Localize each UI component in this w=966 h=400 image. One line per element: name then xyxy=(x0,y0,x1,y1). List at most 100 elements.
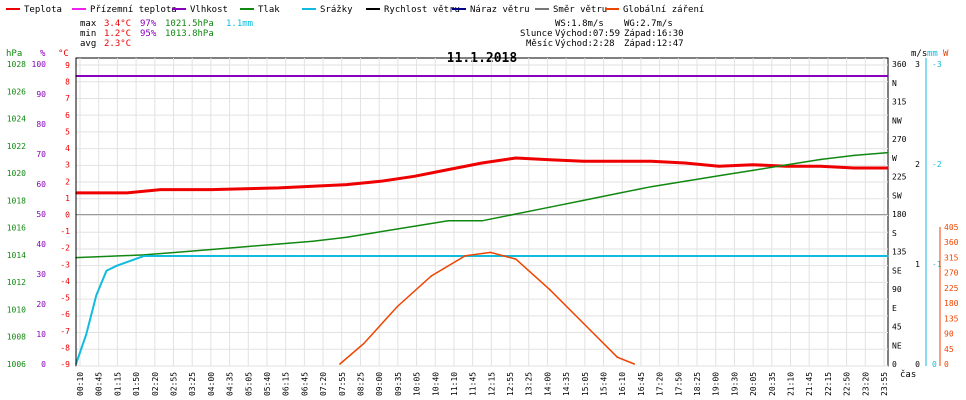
data-point xyxy=(345,183,348,186)
pct-tick: 90 xyxy=(36,90,46,99)
pct-tick: 30 xyxy=(36,270,46,279)
data-point xyxy=(159,188,162,191)
data-point xyxy=(650,185,652,188)
sun-label: Slunce xyxy=(520,29,553,39)
time-tick: 07:20 xyxy=(319,372,328,396)
wind-speed: WS:1.8m/s xyxy=(555,19,604,29)
dir-tick: E xyxy=(892,304,897,313)
data-point xyxy=(126,192,128,194)
plot-area xyxy=(75,75,889,365)
dir-tick: 180 xyxy=(892,210,907,219)
hpa-tick: 1016 xyxy=(7,224,26,233)
c-tick: -6 xyxy=(60,310,70,319)
c-tick: 8 xyxy=(65,78,70,87)
mm-unit: mm xyxy=(927,49,938,59)
time-tick: 21:45 xyxy=(805,372,814,396)
legend-label: Teplota xyxy=(24,5,62,15)
data-point xyxy=(430,275,433,277)
data-point xyxy=(115,265,118,267)
data-point xyxy=(210,75,213,77)
hpa-tick: 1022 xyxy=(7,142,26,151)
time-tick: 17:20 xyxy=(656,372,665,396)
data-point xyxy=(751,163,754,166)
w-tick: 90 xyxy=(944,330,954,339)
stat-label: avg xyxy=(80,39,96,49)
data-point xyxy=(819,165,822,168)
stat-hum: 95% xyxy=(140,29,157,39)
time-tick: 06:45 xyxy=(300,372,309,396)
data-point xyxy=(379,180,382,183)
stat-temp: 3.4°C xyxy=(104,19,131,29)
data-point xyxy=(785,165,788,168)
time-tick: 23:20 xyxy=(861,372,870,396)
data-point xyxy=(548,288,551,291)
c-tick: 5 xyxy=(65,127,70,136)
w-tick: 405 xyxy=(944,223,959,232)
data-point xyxy=(312,240,314,243)
data-point xyxy=(633,363,636,365)
data-point xyxy=(887,75,889,77)
stat-label: max xyxy=(80,19,97,29)
data-point xyxy=(684,75,686,77)
legend-label: Přízemní teplota xyxy=(90,5,177,15)
data-point xyxy=(210,188,213,191)
time-tick: 03:25 xyxy=(188,372,197,396)
data-point xyxy=(447,168,450,171)
time-tick: 11:10 xyxy=(450,372,459,396)
c-tick: 6 xyxy=(65,111,70,120)
data-point xyxy=(464,255,466,257)
time-tick: 09:35 xyxy=(394,372,403,396)
data-point xyxy=(345,236,348,238)
ms-tick: 2 xyxy=(915,160,920,169)
time-tick: 20:35 xyxy=(768,372,777,396)
data-point xyxy=(887,167,889,169)
pct-tick: 100 xyxy=(32,60,47,69)
c-tick: 0 xyxy=(65,211,70,220)
data-point xyxy=(515,258,517,260)
time-tick: 14:35 xyxy=(562,372,571,396)
time-tick: 19:30 xyxy=(730,372,739,396)
dir-tick: 270 xyxy=(892,135,907,144)
time-tick: 16:45 xyxy=(637,372,646,396)
w-tick: 45 xyxy=(944,345,954,354)
moonset: Západ:12:47 xyxy=(624,39,684,49)
data-point xyxy=(278,243,280,245)
time-tick: 19:00 xyxy=(712,372,721,396)
hpa-tick: 1020 xyxy=(7,169,26,178)
c-tick: -3 xyxy=(60,260,70,269)
dir-tick: SW xyxy=(892,191,902,200)
hpa-tick: 1012 xyxy=(7,278,26,287)
stat-temp: 2.3°C xyxy=(104,39,131,49)
dir-tick: 0 xyxy=(892,360,897,369)
data-point xyxy=(142,75,145,77)
stat-press: 1021.5hPa xyxy=(165,19,214,29)
data-point xyxy=(396,305,399,308)
pct-tick: 10 xyxy=(36,330,46,339)
c-tick: 7 xyxy=(65,94,70,103)
sunset: Západ:16:30 xyxy=(624,29,684,39)
dir-tick: 90 xyxy=(892,285,902,294)
grid: 00:10 00:45 01:15 01:50 02:20 02:55 03:25 04:00… xyxy=(75,57,889,396)
time-tick: 10:05 xyxy=(413,372,422,396)
hpa-tick: 1014 xyxy=(7,251,26,260)
legend-label: Tlak xyxy=(258,5,280,15)
data-point xyxy=(481,162,483,164)
data-point xyxy=(616,192,619,195)
w-tick: 270 xyxy=(944,269,959,278)
time-tick: 14:00 xyxy=(543,372,552,396)
data-point xyxy=(751,169,754,172)
time-tick: 01:50 xyxy=(132,372,141,396)
dir-tick: SE xyxy=(892,266,902,275)
data-point xyxy=(109,255,111,258)
time-tick: 22:15 xyxy=(824,372,833,396)
mm-tick: 0 xyxy=(932,360,937,369)
dir-tick: 135 xyxy=(892,248,907,257)
time-tick: 09:00 xyxy=(375,372,384,396)
data-point xyxy=(819,75,822,77)
time-unit: čas xyxy=(900,369,916,380)
c-tick: -8 xyxy=(60,343,70,352)
c-tick: -4 xyxy=(60,277,70,286)
c-unit: °C xyxy=(58,49,69,59)
time-tick: 02:55 xyxy=(169,372,178,396)
